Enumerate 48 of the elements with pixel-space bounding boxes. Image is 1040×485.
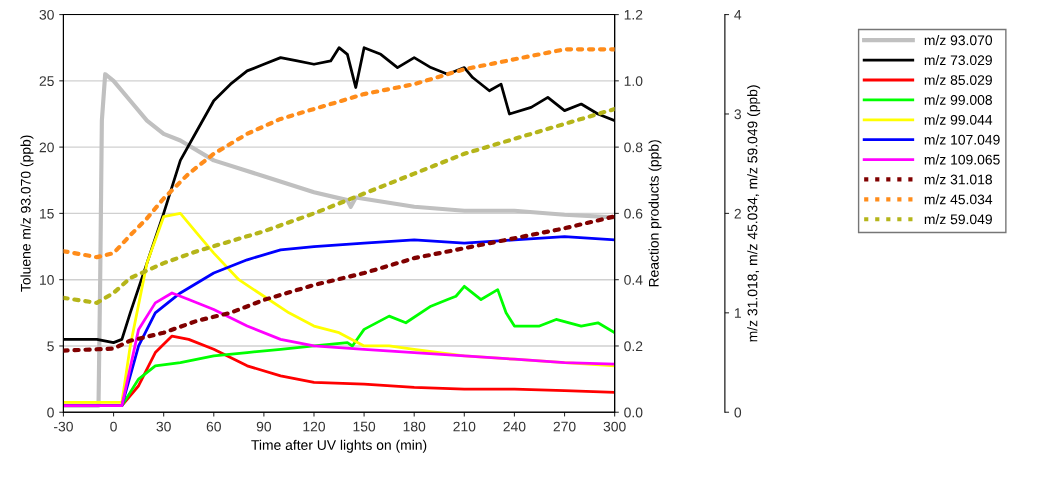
x-tick-label: 300 [603,421,626,432]
y3-tick-label: 0 [734,407,742,418]
x-tick-label: 150 [353,421,376,432]
y2-tick-label: 0.0 [624,407,643,418]
y-tick-label: 20 [39,142,54,153]
y3-axis-title: m/z 31.018, m/z 45.034, m/z 59.049 (ppb) [747,85,761,342]
line-series [63,106,615,305]
y2-tick-label: 1.2 [624,9,643,20]
y3-tick-label: 4 [734,10,742,20]
y2-tick-label: 0.4 [624,275,643,285]
legend-label: m/z 73.029 [924,54,992,66]
legend-label: m/z 31.018 [924,174,992,185]
y3-tick-label: 1 [734,308,741,318]
legend-label: m/z 99.008 [924,94,992,105]
y-axis-title: Toluene m/z 93.070 (ppb) [20,135,34,292]
y2-tick-label: 0.8 [624,142,643,153]
y-tick-label: 5 [47,341,54,352]
y2-axis-title: Reaction products (ppb) [648,140,662,287]
legend-label: m/z 93.070 [924,35,993,46]
line-series [63,214,615,353]
x-tick-label: 240 [503,421,526,432]
line-series [63,47,615,260]
y3-tick-label: 2 [734,208,741,219]
y3-tick-label: 3 [734,109,742,120]
x-tick-label: 0 [110,421,117,432]
x-axis-title: Time after UV lights on (min) [251,439,427,453]
x-tick-label: 90 [256,421,272,432]
x-tick-label: 30 [156,421,171,432]
x-tick-label: -30 [54,421,73,432]
legend-label: m/z 99.044 [924,114,993,125]
legend-label: m/z 45.034 [924,194,993,205]
x-tick-label: 270 [553,421,576,432]
x-tick-label: 60 [206,421,221,432]
x-tick-label: 210 [453,421,476,432]
y-tick-label: 25 [39,76,54,86]
y-tick-label: 10 [40,275,54,285]
x-tick-label: 120 [303,421,326,432]
legend-label: m/z 85.029 [924,74,992,85]
y2-tick-label: 0.2 [624,341,643,352]
y2-tick-label: 0.6 [624,208,643,219]
y-tick-label: 0 [47,407,54,418]
legend-label: m/z 109.065 [924,154,1000,165]
y-tick-label: 15 [40,208,54,219]
legend-label: m/z 107.049 [924,134,1000,145]
x-tick-label: 180 [403,421,426,432]
y2-tick-label: 1.0 [624,76,643,86]
y-tick-label: 30 [39,9,54,20]
legend-label: m/z 59.049 [924,214,992,225]
